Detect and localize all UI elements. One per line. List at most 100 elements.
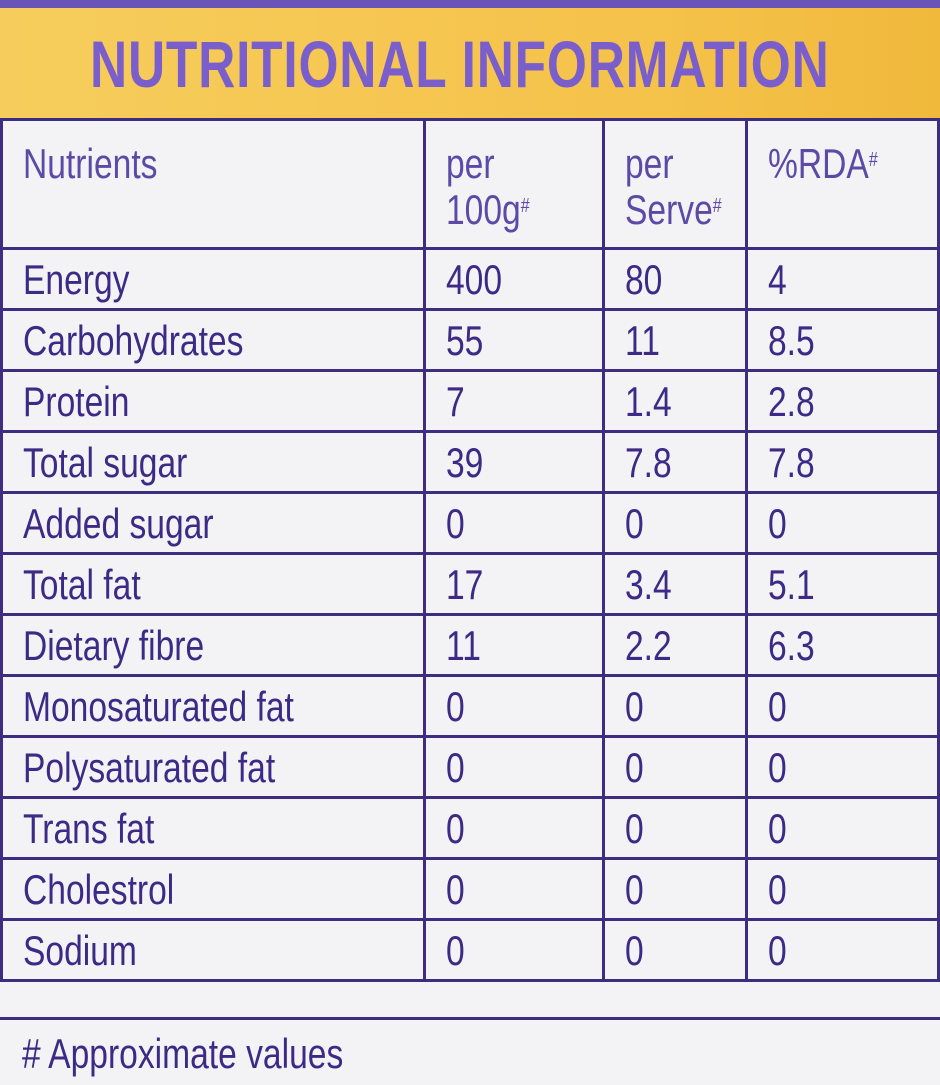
value-cell: 7.8 bbox=[745, 430, 940, 494]
nutrient-value: 0 bbox=[446, 500, 465, 547]
header-mark: # bbox=[520, 195, 530, 217]
title: NUTRITIONAL INFORMATION bbox=[90, 27, 830, 101]
nutrient-name: Monosaturated fat bbox=[23, 683, 294, 730]
nutrient-cell: Sodium bbox=[0, 918, 427, 982]
nutrition-table: Nutrients per 100g# per Serve# %RDA# Energy 400… bbox=[0, 118, 940, 982]
value-cell: 0 bbox=[745, 857, 940, 921]
value-cell: 2.2 bbox=[601, 613, 749, 677]
value-cell: 0 bbox=[601, 674, 749, 738]
value-cell: 0 bbox=[601, 491, 749, 555]
nutrient-cell: Energy bbox=[0, 247, 427, 311]
header-line: Nutrients bbox=[23, 140, 158, 187]
nutrient-row: Cholestrol 0 0 0 bbox=[0, 857, 940, 921]
nutrient-value: 0 bbox=[768, 805, 788, 852]
value-cell: 7.8 bbox=[601, 430, 749, 494]
nutrient-value: 0 bbox=[446, 866, 465, 913]
nutrient-value: 0 bbox=[768, 500, 788, 547]
value-cell: 0 bbox=[745, 674, 940, 738]
header-cell: per Serve# bbox=[601, 118, 749, 250]
value-cell: 0 bbox=[423, 857, 605, 921]
header-line: per bbox=[446, 140, 495, 187]
value-cell: 55 bbox=[423, 308, 605, 372]
header-cell: per 100g# bbox=[423, 118, 605, 250]
header-line: Serve bbox=[624, 186, 713, 233]
nutrient-row: Protein 7 1.4 2.8 bbox=[0, 369, 940, 433]
header-mark: # bbox=[712, 195, 722, 217]
header-cell: Nutrients bbox=[0, 118, 427, 250]
nutrient-row: Trans fat 0 0 0 bbox=[0, 796, 940, 860]
value-cell: 0 bbox=[601, 857, 749, 921]
nutrient-value: 0 bbox=[446, 927, 465, 974]
nutrient-value: 0 bbox=[446, 744, 465, 791]
nutrient-cell: Total sugar bbox=[0, 430, 427, 494]
nutrient-value: 0 bbox=[624, 683, 644, 730]
nutrient-cell: Dietary fibre bbox=[0, 613, 427, 677]
nutrient-value: 4 bbox=[768, 256, 788, 303]
nutrient-value: 0 bbox=[624, 805, 644, 852]
header-row: Nutrients per 100g# per Serve# %RDA# bbox=[0, 118, 940, 250]
value-cell: 0 bbox=[745, 491, 940, 555]
nutrient-name: Carbohydrates bbox=[23, 317, 244, 364]
nutrient-name: Protein bbox=[23, 378, 130, 425]
nutrient-value: 2.2 bbox=[624, 622, 672, 669]
nutrient-value: 0 bbox=[768, 927, 788, 974]
nutrient-row: Dietary fibre 11 2.2 6.3 bbox=[0, 613, 940, 677]
title-band: NUTRITIONAL INFORMATION bbox=[0, 8, 940, 118]
nutrient-name: Total sugar bbox=[23, 439, 188, 486]
value-cell: 7 bbox=[423, 369, 605, 433]
value-cell: 4 bbox=[745, 247, 940, 311]
nutrient-name: Cholestrol bbox=[23, 866, 175, 913]
nutrient-row: Added sugar 0 0 0 bbox=[0, 491, 940, 555]
nutrient-value: 0 bbox=[624, 500, 644, 547]
nutrient-cell: Total fat bbox=[0, 552, 427, 616]
nutrient-cell: Carbohydrates bbox=[0, 308, 427, 372]
value-cell: 2.8 bbox=[745, 369, 940, 433]
value-cell: 0 bbox=[423, 735, 605, 799]
nutrient-value: 0 bbox=[624, 866, 644, 913]
nutrient-cell: Protein bbox=[0, 369, 427, 433]
value-cell: 0 bbox=[423, 918, 605, 982]
nutrient-name: Total fat bbox=[23, 561, 141, 608]
nutrient-value: 7 bbox=[446, 378, 465, 425]
nutrient-value: 1.4 bbox=[624, 378, 672, 425]
nutrient-value: 0 bbox=[624, 927, 644, 974]
value-cell: 39 bbox=[423, 430, 605, 494]
nutrient-name: Added sugar bbox=[23, 500, 214, 547]
nutrient-value: 8.5 bbox=[768, 317, 816, 364]
header-cell: %RDA# bbox=[745, 118, 940, 250]
value-cell: 1.4 bbox=[601, 369, 749, 433]
nutrient-value: 6.3 bbox=[768, 622, 816, 669]
header-text: Nutrients bbox=[23, 141, 157, 187]
nutrient-value: 11 bbox=[624, 317, 660, 364]
nutrient-value: 7.8 bbox=[624, 439, 672, 486]
nutrient-row: Sodium 0 0 0 bbox=[0, 918, 940, 982]
nutrient-value: 0 bbox=[624, 744, 644, 791]
nutrient-value: 80 bbox=[624, 256, 662, 303]
nutrient-cell: Cholestrol bbox=[0, 857, 427, 921]
nutrient-value: 39 bbox=[446, 439, 484, 486]
nutrient-value: 0 bbox=[446, 805, 465, 852]
footnote-row: # Approximate values bbox=[0, 1017, 940, 1085]
value-cell: 5.1 bbox=[745, 552, 940, 616]
nutrient-value: 3.4 bbox=[624, 561, 672, 608]
nutrient-row: Carbohydrates 55 11 8.5 bbox=[0, 308, 940, 372]
nutrient-value: 400 bbox=[446, 256, 503, 303]
nutrient-value: 2.8 bbox=[768, 378, 816, 425]
value-cell: 0 bbox=[745, 796, 940, 860]
nutrient-value: 0 bbox=[446, 683, 465, 730]
nutrient-cell: Added sugar bbox=[0, 491, 427, 555]
header-line: %RDA bbox=[768, 140, 870, 187]
nutrient-value: 0 bbox=[768, 683, 788, 730]
nutrient-row: Total sugar 39 7.8 7.8 bbox=[0, 430, 940, 494]
value-cell: 17 bbox=[423, 552, 605, 616]
value-cell: 0 bbox=[423, 491, 605, 555]
nutrient-row: Monosaturated fat 0 0 0 bbox=[0, 674, 940, 738]
value-cell: 11 bbox=[423, 613, 605, 677]
nutrient-name: Polysaturated fat bbox=[23, 744, 276, 791]
nutrient-name: Energy bbox=[23, 256, 130, 303]
header-text: per 100g# bbox=[446, 141, 530, 233]
nutrient-value: 17 bbox=[446, 561, 484, 608]
value-cell: 400 bbox=[423, 247, 605, 311]
value-cell: 0 bbox=[601, 796, 749, 860]
